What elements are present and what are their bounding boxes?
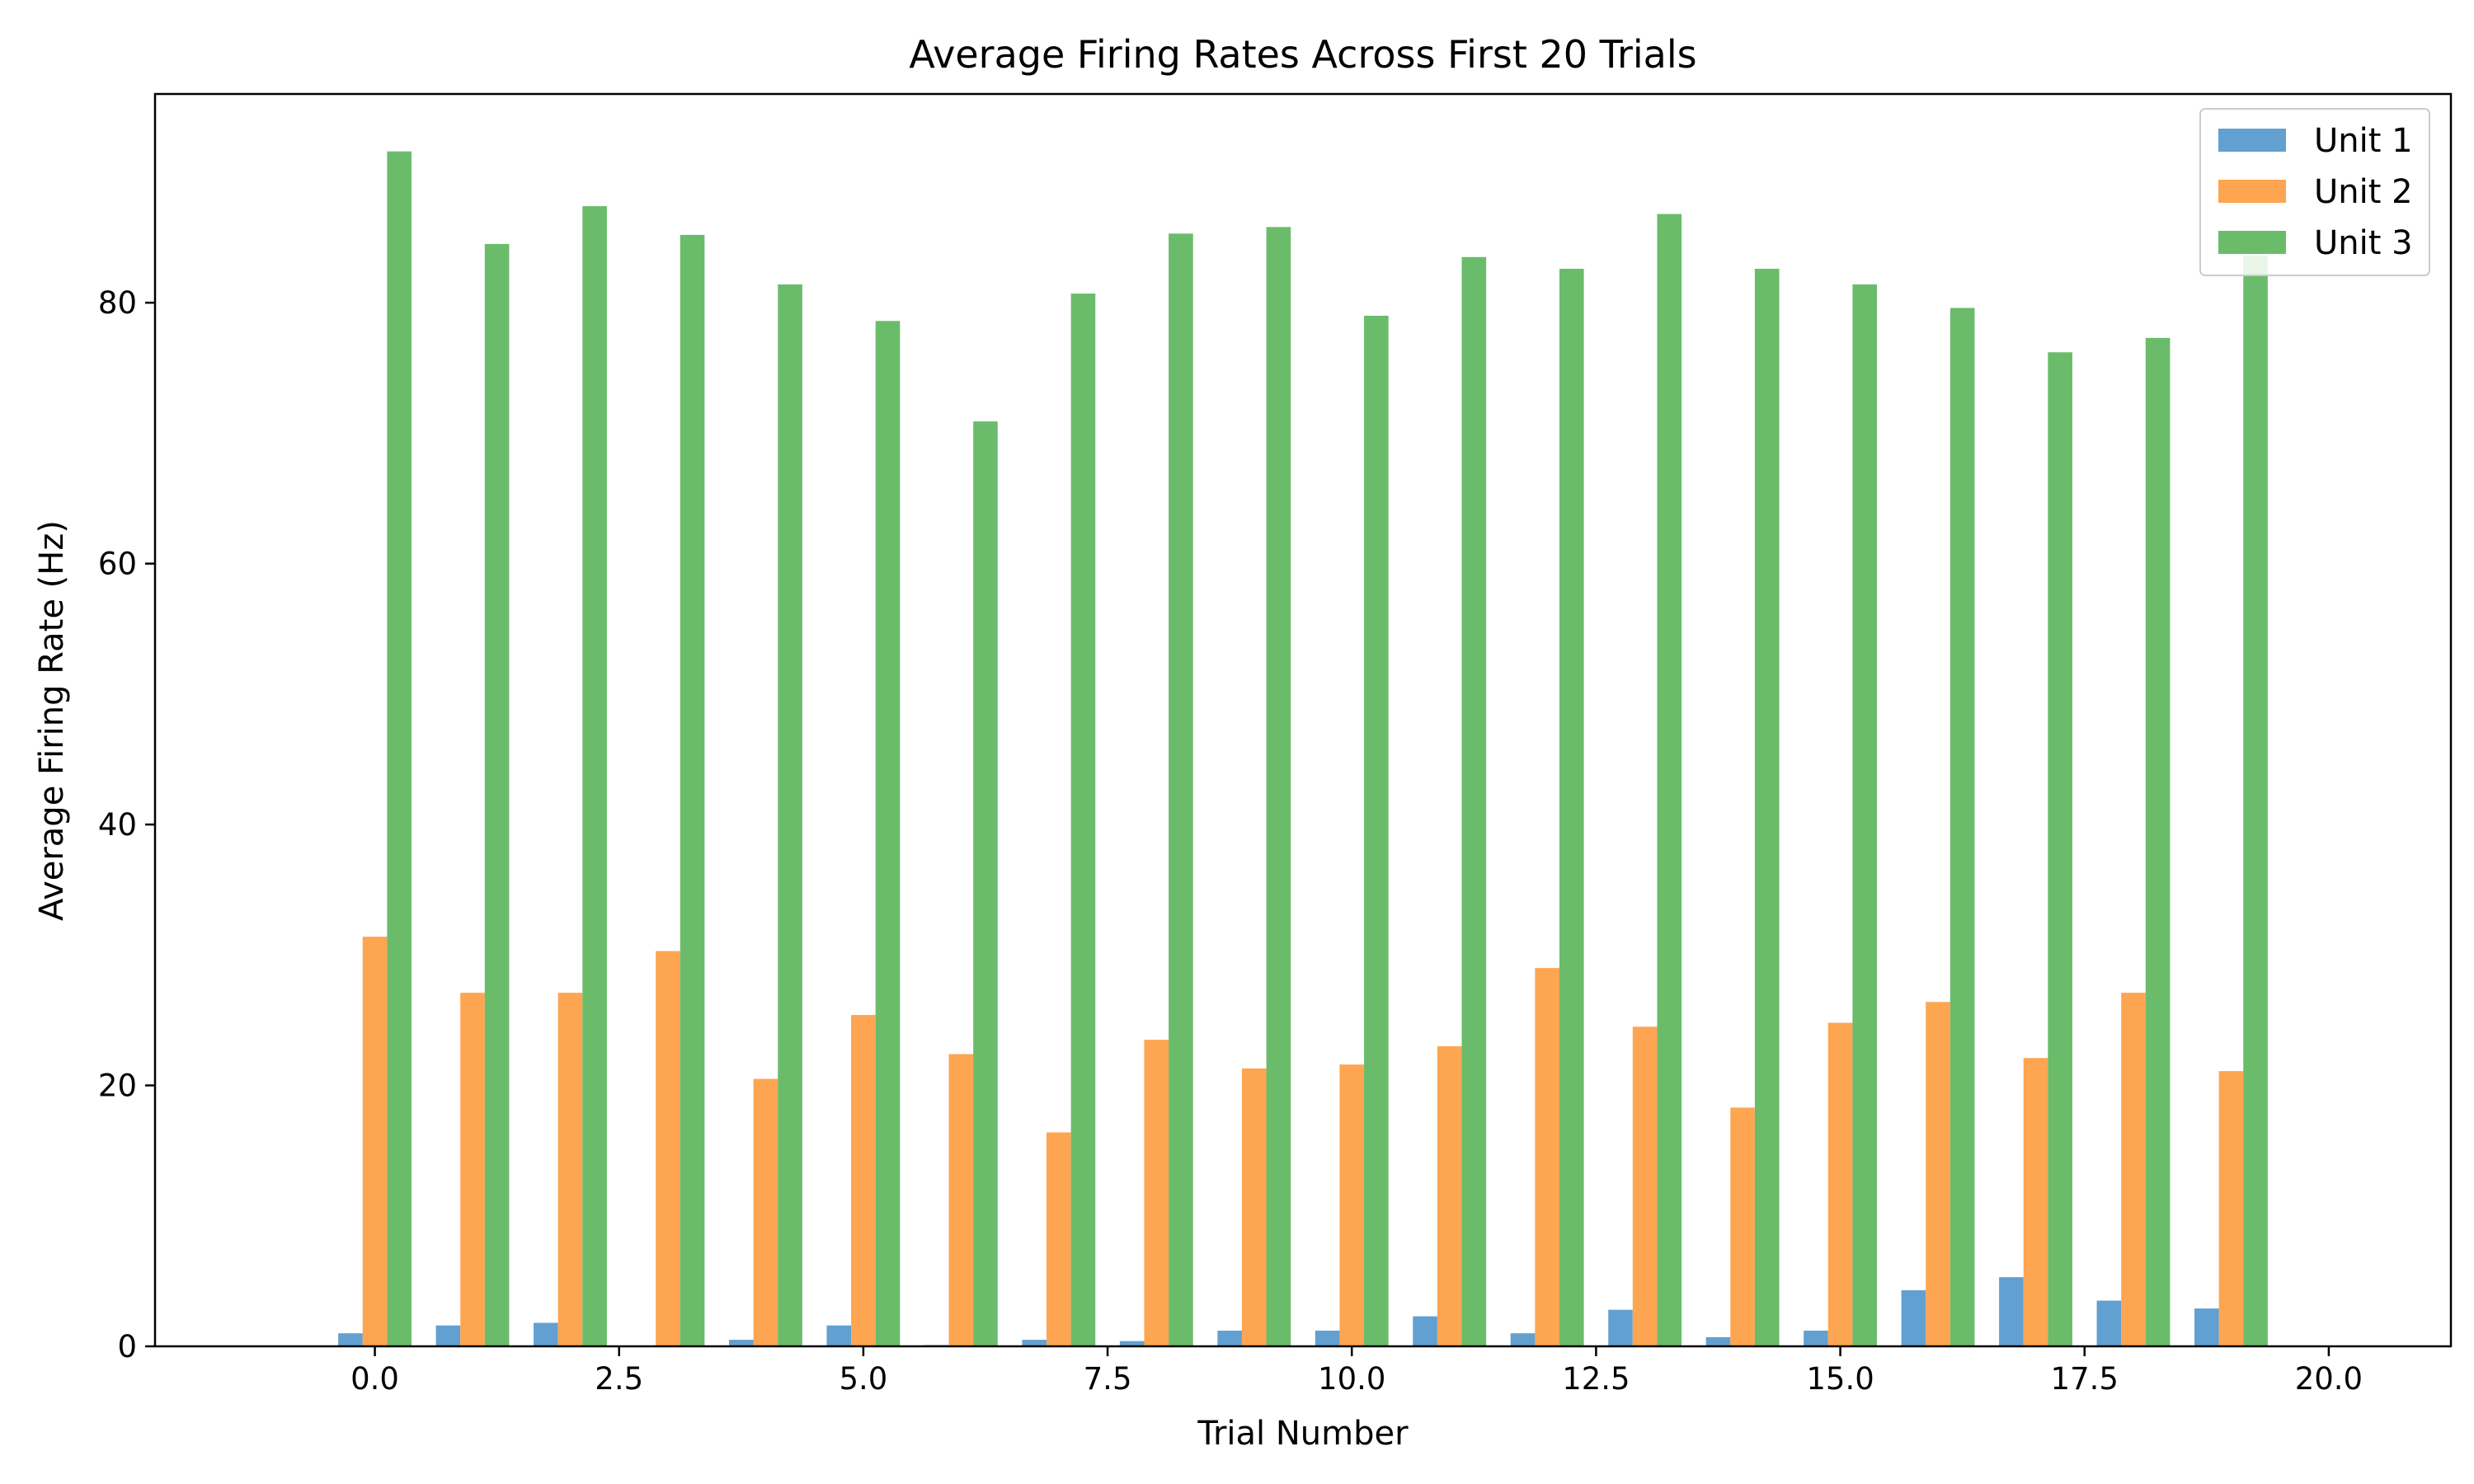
bar-unit-3-trial-18 [2145, 337, 2171, 1346]
bar-unit-3-trial-3 [680, 234, 705, 1346]
legend-swatch-unit-3 [2218, 231, 2286, 254]
bar-unit-2-trial-15 [1827, 1022, 1853, 1346]
bar-unit-1-trial-4 [729, 1340, 754, 1346]
y-tick-label: 20 [98, 1068, 137, 1104]
x-tick-label: 12.5 [1562, 1361, 1630, 1397]
bar-unit-3-trial-5 [875, 321, 901, 1346]
bar-unit-1-trial-9 [1217, 1331, 1242, 1346]
bars-group [338, 151, 2268, 1346]
legend-swatch-unit-2 [2218, 180, 2286, 203]
x-tick-label: 0.0 [350, 1361, 399, 1397]
bar-unit-1-trial-0 [338, 1333, 363, 1346]
x-tick-label: 2.5 [595, 1361, 643, 1397]
bar-unit-3-trial-11 [1461, 256, 1487, 1346]
x-tick-label: 20.0 [2295, 1361, 2363, 1397]
y-axis-ticks: 0 20 40 60 80 [98, 285, 155, 1364]
bar-unit-1-trial-5 [826, 1325, 852, 1346]
bar-unit-3-trial-0 [387, 151, 412, 1346]
bar-unit-3-trial-7 [1070, 294, 1096, 1346]
y-tick-label: 60 [98, 547, 137, 582]
bar-unit-3-trial-9 [1266, 227, 1291, 1346]
bar-unit-1-trial-17 [1999, 1277, 2024, 1346]
bar-unit-2-trial-11 [1437, 1046, 1462, 1346]
bar-unit-1-trial-1 [435, 1325, 461, 1346]
bar-unit-3-trial-16 [1950, 308, 1975, 1346]
bar-unit-2-trial-4 [753, 1078, 778, 1346]
x-tick-label: 10.0 [1318, 1361, 1385, 1397]
chart-title: Average Firing Rates Across First 20 Tri… [909, 32, 1696, 77]
legend: Unit 1 Unit 2 Unit 3 [2199, 108, 2430, 276]
bar-unit-1-trial-19 [2194, 1308, 2219, 1346]
legend-swatch-unit-1 [2218, 129, 2286, 152]
bar-unit-2-trial-0 [362, 937, 388, 1346]
x-tick-label: 7.5 [1084, 1361, 1132, 1397]
bar-unit-2-trial-1 [460, 993, 485, 1346]
bar-unit-2-trial-14 [1730, 1107, 1755, 1346]
y-tick-label: 80 [98, 285, 137, 321]
bar-unit-2-trial-18 [2121, 993, 2146, 1346]
bar-unit-3-trial-2 [582, 206, 607, 1346]
bar-unit-3-trial-6 [973, 421, 998, 1346]
bar-unit-2-trial-19 [2218, 1071, 2244, 1346]
bar-unit-3-trial-14 [1754, 269, 1780, 1346]
bar-unit-2-trial-6 [948, 1054, 974, 1346]
legend-label: Unit 1 [2314, 122, 2413, 160]
bar-unit-1-trial-10 [1315, 1331, 1340, 1346]
bar-unit-2-trial-3 [656, 951, 680, 1346]
bar-unit-2-trial-8 [1144, 1040, 1169, 1346]
bar-unit-3-trial-17 [2048, 352, 2072, 1346]
x-tick-label: 17.5 [2051, 1361, 2119, 1397]
bar-unit-3-trial-13 [1657, 214, 1682, 1346]
y-tick-label: 0 [117, 1329, 137, 1364]
y-axis-label: Average Firing Rate (Hz) [33, 520, 71, 921]
x-tick-label: 5.0 [839, 1361, 887, 1397]
bar-unit-3-trial-1 [484, 243, 510, 1346]
bar-unit-1-trial-15 [1804, 1331, 1828, 1346]
bar-unit-2-trial-5 [851, 1015, 876, 1346]
bar-unit-3-trial-8 [1169, 233, 1193, 1346]
x-axis-label: Trial Number [1197, 1415, 1409, 1453]
legend-label: Unit 2 [2314, 173, 2413, 211]
bar-unit-2-trial-7 [1047, 1132, 1071, 1346]
bar-unit-2-trial-12 [1535, 968, 1559, 1346]
bar-unit-1-trial-2 [534, 1322, 558, 1346]
x-tick-label: 15.0 [1806, 1361, 1874, 1397]
bar-unit-2-trial-10 [1339, 1064, 1365, 1346]
legend-label: Unit 3 [2314, 224, 2413, 262]
bar-unit-1-trial-18 [2096, 1300, 2122, 1346]
bar-unit-2-trial-2 [557, 993, 583, 1346]
bar-unit-2-trial-13 [1632, 1026, 1658, 1346]
bar-unit-1-trial-12 [1510, 1333, 1536, 1346]
y-tick-label: 40 [98, 807, 137, 843]
bar-unit-3-trial-15 [1852, 284, 1877, 1346]
bar-unit-2-trial-17 [2023, 1058, 2048, 1346]
plot-area-frame [153, 92, 2453, 1348]
bar-unit-2-trial-16 [1926, 1002, 1950, 1346]
bar-unit-1-trial-11 [1413, 1316, 1437, 1346]
bar-unit-3-trial-12 [1559, 269, 1584, 1346]
bar-unit-2-trial-9 [1241, 1068, 1267, 1346]
bar-unit-1-trial-13 [1608, 1309, 1633, 1346]
bar-unit-1-trial-8 [1119, 1341, 1145, 1346]
bar-unit-3-trial-10 [1364, 315, 1389, 1346]
bar-unit-3-trial-4 [778, 284, 802, 1346]
x-axis-ticks: 0.0 2.5 5.0 7.5 10.0 12.5 15.0 17.5 20.0 [350, 1346, 2363, 1397]
bar-unit-3-trial-19 [2243, 256, 2268, 1346]
bar-unit-1-trial-16 [1901, 1289, 1926, 1346]
bar-unit-1-trial-14 [1705, 1336, 1731, 1346]
bar-unit-1-trial-7 [1022, 1340, 1047, 1346]
